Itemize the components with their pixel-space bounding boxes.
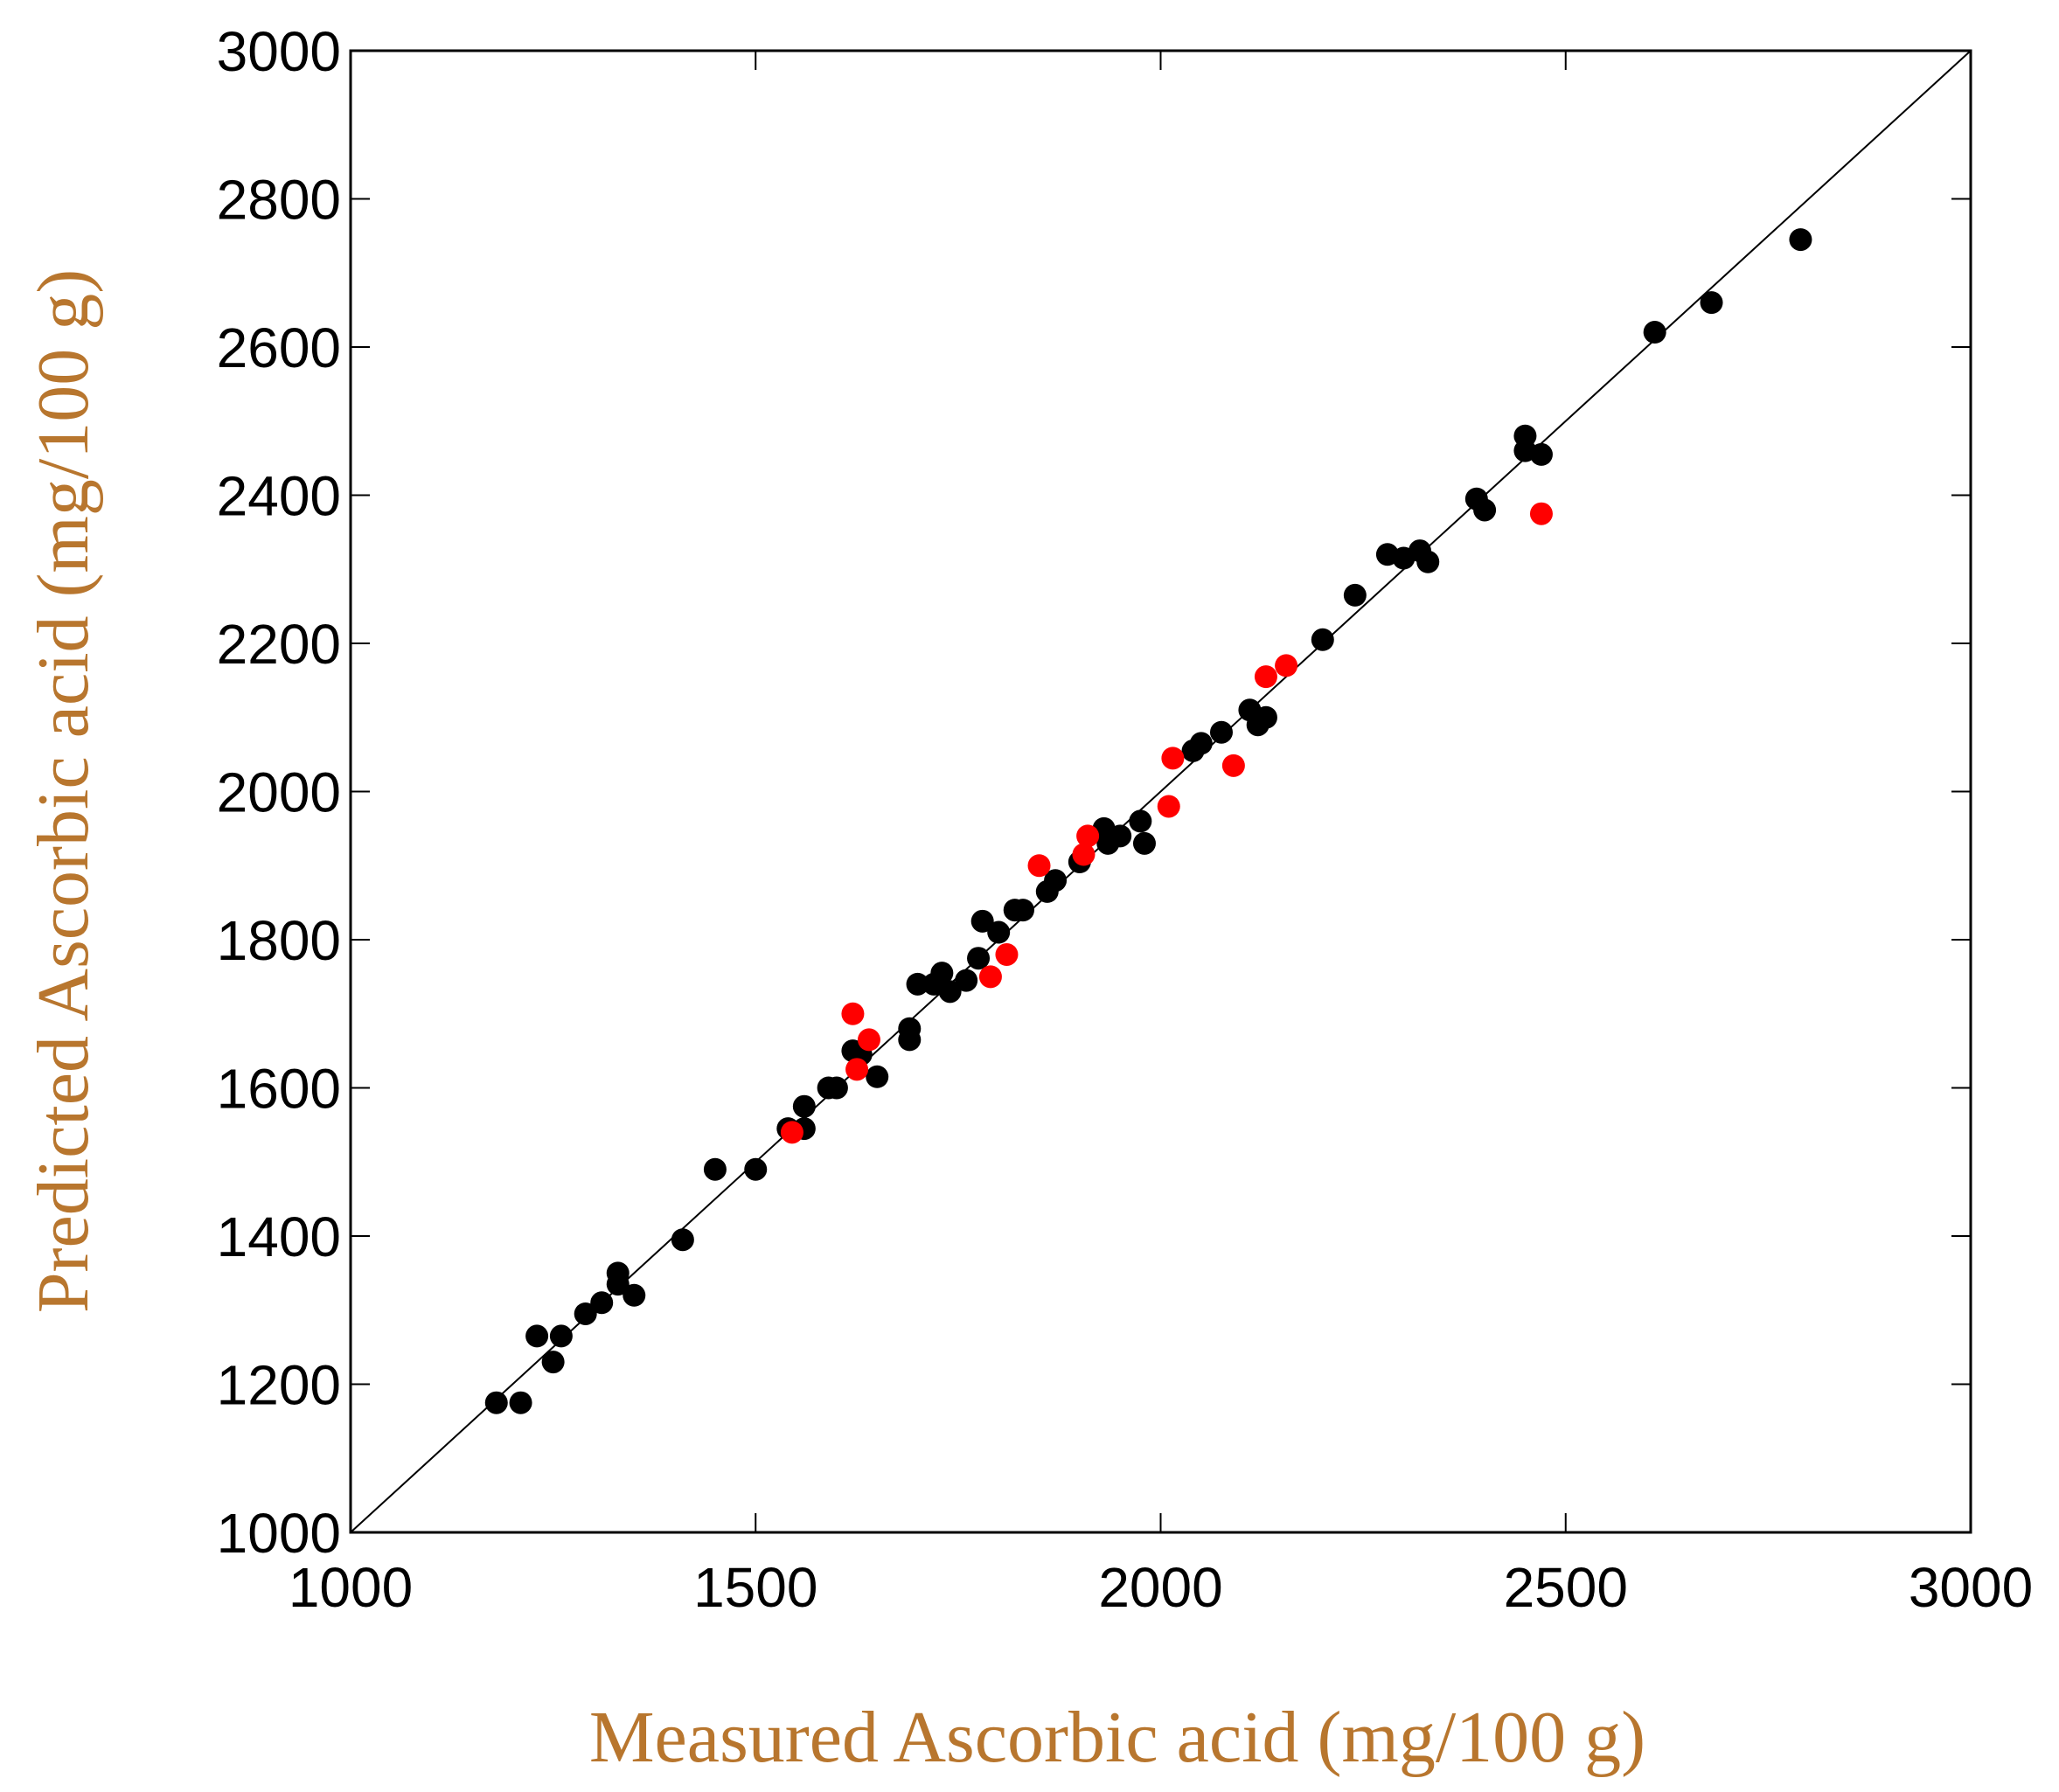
calibration-point (1343, 583, 1367, 607)
calibration-point (703, 1157, 727, 1181)
calibration-point (1044, 869, 1068, 893)
calibration-point (509, 1391, 532, 1414)
calibration-point (1132, 831, 1156, 855)
calibration-point (1529, 442, 1553, 466)
plot-frame (349, 49, 1972, 1534)
validation-point (845, 1058, 869, 1081)
calibration-point (930, 962, 954, 985)
calibration-point (744, 1157, 768, 1181)
validation-point (1161, 747, 1185, 770)
calibration-point (1129, 809, 1152, 833)
calibration-point (938, 980, 962, 1004)
calibration-point (792, 1094, 816, 1118)
x-tick-label: 1500 (693, 1556, 817, 1619)
validation-point (857, 1028, 880, 1052)
validation-point (1072, 843, 1096, 866)
y-tick-label: 1200 (217, 1354, 341, 1417)
validation-point (995, 942, 1019, 966)
y-tick-label: 1400 (217, 1205, 341, 1268)
tick-labels: 1000 1500 2000 2500 3000 1000 1200 1400 1600 1800… (217, 20, 2034, 1619)
data-points (484, 228, 1812, 1414)
calibration-point (1643, 321, 1666, 344)
calibration-point (987, 920, 1011, 944)
x-tick-label: 3000 (1909, 1556, 2033, 1619)
validation-point (841, 1002, 865, 1025)
y-tick-label: 1600 (217, 1058, 341, 1121)
calibration-point (1473, 498, 1497, 522)
validation-point (1157, 795, 1180, 818)
calibration-point (1209, 720, 1233, 744)
validation-point (1254, 665, 1277, 689)
calibration-point (606, 1273, 630, 1296)
calibration-point (955, 969, 978, 992)
validation-point (1076, 824, 1100, 848)
validation-point (1221, 754, 1245, 777)
validation-point (1275, 654, 1298, 677)
x-axis-title: Measured Ascorbic acid (mg/100 g) (589, 1697, 1645, 1778)
calibration-point (590, 1291, 614, 1315)
calibration-point (824, 1076, 848, 1100)
calibration-point (549, 1324, 573, 1348)
validation-point (1529, 502, 1553, 525)
calibration-point (484, 1391, 508, 1414)
calibration-point (1254, 705, 1277, 729)
calibration-point (623, 1283, 646, 1307)
calibration-point (970, 909, 994, 933)
x-tick-label: 1000 (289, 1556, 413, 1619)
y-tick-label: 2200 (217, 613, 341, 676)
y-tick-label: 2800 (217, 169, 341, 232)
calibration-point (541, 1351, 565, 1374)
validation-point (978, 965, 1002, 989)
calibration-point (1416, 550, 1440, 573)
y-tick-label: 2000 (217, 761, 341, 824)
y-tick-label: 1000 (217, 1502, 341, 1565)
calibration-point (1789, 228, 1812, 252)
calibration-point (898, 1028, 922, 1052)
calibration-point (1109, 824, 1132, 848)
calibration-point (671, 1228, 694, 1252)
calibration-point (1189, 732, 1213, 755)
calibration-point (525, 1324, 549, 1348)
calibration-point (967, 947, 991, 970)
y-tick-label: 2600 (217, 316, 341, 379)
calibration-point (1311, 628, 1334, 651)
calibration-point (1011, 899, 1034, 922)
y-axis-title: Predicted Ascorbic acid (mg/100 g) (23, 269, 104, 1313)
y-tick-label: 1800 (217, 909, 341, 972)
calibration-point (574, 1302, 597, 1325)
calibration-point (1700, 291, 1723, 315)
x-tick-label: 2000 (1098, 1556, 1222, 1619)
x-tick-label: 2500 (1504, 1556, 1628, 1619)
y-tick-label: 3000 (217, 20, 341, 83)
calibration-point (906, 972, 929, 996)
y-tick-label: 2400 (217, 465, 341, 528)
validation-point (1027, 854, 1051, 878)
calibration-point (866, 1065, 889, 1088)
validation-point (780, 1121, 803, 1144)
